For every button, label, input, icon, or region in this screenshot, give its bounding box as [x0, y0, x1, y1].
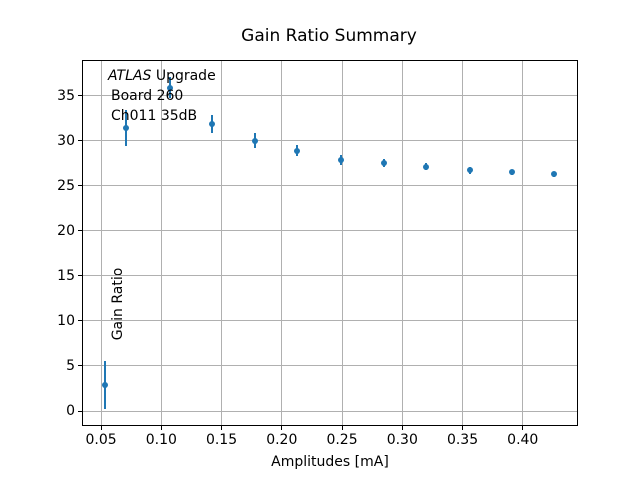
- x-tick-label: 0.05: [85, 432, 117, 448]
- y-tick-mark: [78, 230, 82, 232]
- x-gridline: [462, 61, 464, 425]
- y-tick-mark: [78, 410, 82, 412]
- x-tick-mark: [401, 426, 403, 430]
- y-tick-label: 35: [57, 87, 75, 104]
- plot-area: Amplitudes [mA] Gain Ratio ATLAS Upgrade…: [57, 60, 578, 470]
- x-gridline: [401, 61, 403, 425]
- x-gridline: [160, 61, 162, 425]
- data-point: [101, 381, 108, 388]
- y-tick-label: 5: [66, 357, 75, 374]
- y-gridline: [83, 185, 577, 187]
- y-gridline: [83, 365, 577, 367]
- y-axis-label: Gain Ratio: [110, 267, 126, 341]
- y-tick-label: 10: [57, 312, 75, 329]
- y-gridline: [83, 140, 577, 142]
- data-point: [294, 147, 301, 154]
- x-tick-label: 0.15: [205, 432, 238, 448]
- annotation-line-1: ATLAS Upgrade: [108, 66, 216, 86]
- data-point: [123, 125, 130, 132]
- x-tick-label: 0.25: [326, 432, 358, 448]
- y-gridline: [83, 95, 577, 97]
- data-point: [166, 84, 173, 91]
- y-tick-mark: [78, 185, 82, 187]
- x-tick-label: 0.10: [145, 432, 177, 448]
- x-tick-label: 0.30: [386, 432, 418, 448]
- y-tick-mark: [78, 140, 82, 142]
- data-point: [508, 169, 515, 176]
- x-gridline: [221, 61, 223, 425]
- x-tick-mark: [160, 426, 162, 430]
- x-tick-label: 0.20: [266, 432, 298, 448]
- x-tick-mark: [462, 426, 464, 430]
- y-tick-mark: [78, 320, 82, 322]
- annotation-line-3: Ch011 35dB: [111, 108, 198, 124]
- x-gridline: [522, 61, 524, 425]
- annotation-experiment-name: ATLAS: [108, 68, 152, 84]
- data-point: [466, 167, 473, 174]
- data-point: [208, 120, 215, 127]
- x-gridline: [281, 61, 283, 425]
- y-tick-label: 25: [57, 177, 75, 194]
- x-tick-mark: [341, 426, 343, 430]
- x-axis-label: Amplitudes [mA]: [271, 454, 389, 470]
- y-gridline: [83, 275, 577, 277]
- y-tick-label: 0: [66, 403, 75, 420]
- data-point: [337, 156, 344, 163]
- y-tick-label: 30: [57, 132, 75, 149]
- chart-title: Gain Ratio Summary: [241, 26, 417, 46]
- x-gridline: [100, 61, 102, 425]
- data-point: [551, 171, 558, 178]
- data-point: [381, 160, 388, 167]
- y-gridline: [83, 320, 577, 322]
- x-tick-mark: [221, 426, 223, 430]
- x-tick-mark: [522, 426, 524, 430]
- x-tick-label: 0.40: [507, 432, 539, 448]
- x-gridline: [341, 61, 343, 425]
- y-gridline: [83, 230, 577, 232]
- y-tick-label: 20: [57, 222, 75, 239]
- x-tick-label: 0.35: [446, 432, 479, 448]
- data-point: [423, 163, 430, 170]
- x-tick-mark: [281, 426, 283, 430]
- y-tick-mark: [78, 365, 82, 367]
- x-tick-mark: [100, 426, 102, 430]
- annotation-line-1-rest: Upgrade: [151, 68, 216, 84]
- plot-annotation: ATLAS Upgrade Board 260 Ch011 35dB: [108, 66, 216, 126]
- data-point: [252, 137, 259, 144]
- y-gridline: [83, 410, 577, 412]
- y-tick-label: 15: [57, 267, 75, 284]
- y-tick-mark: [78, 275, 82, 277]
- y-tick-mark: [78, 95, 82, 97]
- annotation-line-2: Board 260: [111, 88, 184, 104]
